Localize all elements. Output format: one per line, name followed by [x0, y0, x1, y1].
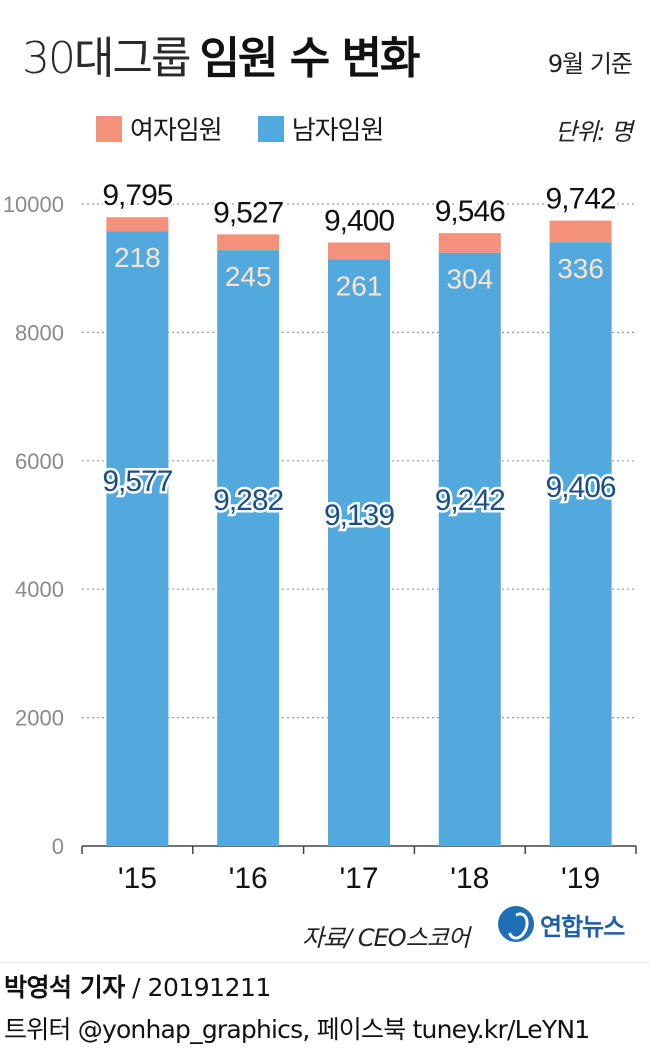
title-group-name: 30대그룹 — [22, 33, 191, 84]
y-tick-label: 10000 — [3, 192, 64, 217]
yonhap-logo-icon — [498, 906, 534, 942]
y-tick-label: 0 — [52, 834, 64, 859]
reporter-name: 박영석 기자 — [4, 973, 125, 1002]
x-tick-label: '18 — [450, 862, 489, 895]
yonhap-logo: 연합뉴스 — [498, 906, 625, 942]
byline: 박영석 기자 / 20191211 — [4, 968, 271, 1004]
legend-item-male: 남자임원 — [257, 110, 385, 147]
female-value-label: 261 — [336, 270, 383, 301]
female-value-label: 218 — [114, 242, 161, 273]
x-tick-label: '15 — [118, 862, 157, 895]
bar-female — [438, 233, 501, 253]
publish-date: / 20191211 — [132, 973, 271, 1002]
male-value-label: 9,242 — [435, 484, 505, 517]
y-tick-label: 2000 — [15, 706, 64, 731]
legend-swatch-female — [96, 115, 122, 142]
y-tick-label: 8000 — [15, 320, 64, 345]
bar-male — [217, 250, 280, 847]
x-tick-label: '19 — [561, 862, 600, 895]
total-label: 9,795 — [102, 179, 172, 212]
male-value-label: 9,577 — [102, 465, 172, 498]
legend: 여자임원 남자임원 — [96, 110, 419, 147]
bar-male — [328, 259, 390, 846]
stacked-bar-chart: 0 2000 4000 6000 8000 10000 '15 9,795 218 9,577 '1… — [2, 179, 637, 895]
footer-divider — [0, 962, 650, 963]
bar-female — [328, 242, 390, 260]
y-tick-label: 4000 — [15, 577, 64, 602]
total-label: 9,742 — [546, 183, 616, 216]
bar-female — [549, 220, 612, 243]
unit-note: 단위: 명 — [555, 118, 633, 146]
bar-male — [106, 231, 169, 846]
legend-label-female: 여자임원 — [130, 116, 223, 146]
male-value-label: 9,139 — [324, 499, 394, 532]
legend-item-female: 여자임원 — [96, 110, 223, 147]
chart-title: 30대그룹 임원 수 변화 — [22, 22, 420, 86]
x-tick-label: '16 — [229, 862, 268, 895]
contact-info: 트위터 @yonhap_graphics, 페이스북 tuney.kr/LeYN… — [4, 1015, 590, 1044]
yonhap-logo-text: 연합뉴스 — [540, 912, 625, 941]
total-label: 9,527 — [213, 196, 283, 229]
female-value-label: 245 — [225, 261, 272, 292]
bar-male — [549, 242, 612, 847]
x-tick-label: '17 — [339, 862, 378, 895]
male-value-label: 9,282 — [213, 484, 283, 517]
basis-note: 9월 기준 — [547, 50, 633, 78]
source-note: 자료/ CEO스코어 — [302, 924, 470, 952]
legend-label-male: 남자임원 — [291, 116, 385, 146]
bar-female — [217, 234, 280, 251]
total-label: 9,546 — [435, 195, 505, 228]
bar-male — [438, 252, 501, 847]
female-value-label: 304 — [446, 264, 493, 295]
bar-female — [106, 217, 169, 232]
y-tick-label: 6000 — [15, 449, 64, 474]
male-value-label: 9,406 — [546, 471, 616, 504]
title-topic: 임원 수 변화 — [199, 33, 420, 84]
legend-swatch-male — [257, 115, 284, 142]
female-value-label: 336 — [557, 253, 604, 284]
total-label: 9,400 — [324, 205, 394, 238]
